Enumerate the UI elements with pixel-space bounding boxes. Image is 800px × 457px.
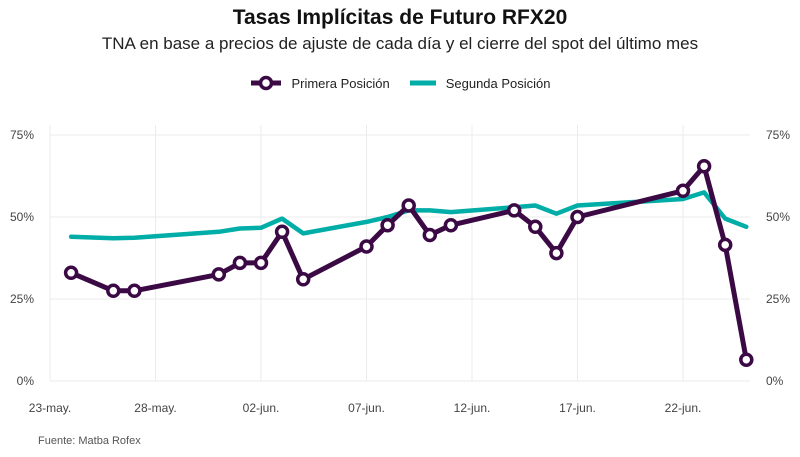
data-point-primera: [274, 224, 290, 240]
legend-label-segunda: Segunda Posición: [445, 75, 551, 91]
x-tick-label: 17-jun.: [559, 401, 596, 415]
data-point-primera: [359, 239, 374, 254]
legend-swatch-segunda: [409, 80, 436, 86]
chart-subtitle: TNA en base a precios de ajuste de cada …: [101, 34, 699, 53]
series-line-primera: [68, 163, 749, 363]
legend-item-primera: Primera Posición: [249, 75, 390, 91]
data-point-primera: [401, 198, 416, 213]
grid-lines: [49, 125, 750, 382]
y-tick-label-right: 75%: [766, 128, 790, 142]
y-tick-label-right: 25%: [766, 292, 790, 306]
data-point-primera: [696, 158, 712, 174]
y-tick-label-left: 25%: [10, 292, 34, 306]
x-tick-label: 28-may.: [134, 401, 176, 415]
data-point-primera: [380, 217, 395, 233]
x-tick-label: 07-jun.: [348, 401, 385, 415]
data-point-primera: [253, 255, 269, 271]
x-tick-label: 02-jun.: [243, 401, 280, 415]
data-point-primera: [717, 237, 733, 253]
chart-source: Fuente: Matba Rofex: [38, 435, 141, 447]
data-point-primera: [528, 219, 543, 235]
legend-label-primera: Primera Posición: [291, 75, 390, 91]
data-point-primera: [211, 267, 227, 282]
x-tick-label: 22-jun.: [665, 401, 702, 415]
data-point-primera: [739, 352, 754, 367]
data-point-primera: [232, 255, 248, 271]
data-point-primera: [106, 283, 121, 299]
data-point-primera: [295, 272, 311, 287]
data-point-primera: [422, 227, 438, 243]
chart-legend: Primera Posición Segunda Posición: [0, 75, 800, 91]
data-point-primera: [549, 245, 564, 261]
y-tick-label-left: 0%: [17, 374, 35, 388]
y-tick-label-right: 0%: [766, 374, 784, 388]
data-point-primera: [506, 203, 522, 218]
y-tick-label-right: 50%: [766, 210, 790, 224]
data-point-primera: [675, 183, 691, 199]
y-tick-label-left: 75%: [10, 128, 34, 142]
chart-title: Tasas Implícitas de Futuro RFX20: [232, 6, 568, 29]
legend-swatch-primera: [251, 75, 282, 91]
data-point-primera: [63, 265, 79, 281]
x-tick-label: 23-may.: [29, 401, 71, 415]
data-point-primera: [443, 217, 459, 233]
data-point-primera: [127, 283, 142, 299]
data-point-primera: [570, 209, 585, 225]
y-tick-label-left: 50%: [10, 210, 34, 224]
x-tick-label: 12-jun.: [454, 401, 491, 415]
legend-item-segunda: Segunda Posición: [408, 75, 551, 91]
